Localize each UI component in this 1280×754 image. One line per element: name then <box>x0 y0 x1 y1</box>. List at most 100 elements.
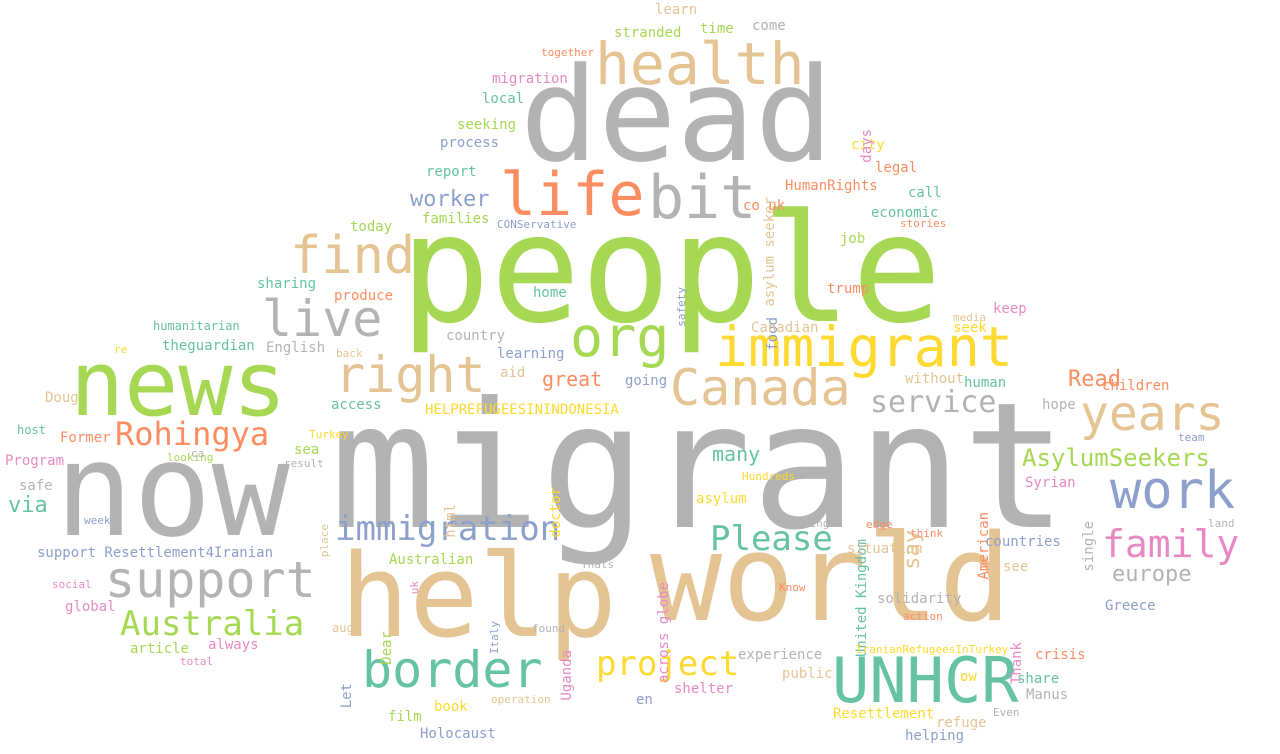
word-support-resettlement4iranian: support Resettlement4Iranian <box>37 545 274 561</box>
word-countries: countries <box>985 534 1061 550</box>
word-support: support <box>105 551 316 609</box>
word-now: now <box>55 414 290 566</box>
word-years: years <box>1080 386 1225 442</box>
word-english: English <box>266 340 326 356</box>
word-seeking: seeking <box>457 117 517 133</box>
word-read: Read <box>1068 367 1121 392</box>
word-find: find <box>290 226 416 286</box>
word-time: time <box>700 21 734 37</box>
word-immigration: immigration <box>335 509 561 549</box>
word-media: media <box>953 311 987 324</box>
word-global: global <box>65 599 116 615</box>
word-trump: trump <box>827 281 870 297</box>
word-italy: Italy <box>488 621 501 655</box>
word-access: access <box>331 397 382 413</box>
word-conservative: CONServative <box>497 218 577 231</box>
word-produce: produce <box>334 288 394 304</box>
word-migration: migration <box>492 71 568 87</box>
word-home: home <box>533 285 567 301</box>
word-edge: edge <box>866 518 893 531</box>
word-social: social <box>52 578 92 591</box>
word-place: place <box>318 524 331 558</box>
word-many: many <box>712 442 761 466</box>
word-life: life <box>500 160 645 230</box>
word-come: come <box>752 18 786 34</box>
word-re: re <box>114 343 128 356</box>
word-right: right <box>335 346 486 404</box>
word-help: help <box>340 530 617 664</box>
word-even: Even <box>993 706 1020 719</box>
word-always: always <box>208 637 259 653</box>
word-iranianrefugeesinturkey: IranianRefugeesInTurkey <box>856 643 1009 656</box>
word-children: children <box>1102 378 1170 394</box>
word-asylumseekers: AsylumSeekers <box>1022 444 1210 472</box>
word-experience: experience <box>738 647 823 663</box>
word-uganda: Uganda <box>559 650 575 701</box>
word-human: human <box>964 375 1007 391</box>
word-via: via <box>8 493 48 518</box>
word-share: share <box>1017 671 1060 687</box>
word-australia: Australia <box>120 604 305 644</box>
word-learn: learn <box>655 2 698 18</box>
word-uk: uk <box>408 581 421 595</box>
word-days: days <box>859 129 875 163</box>
word-immigrant: immigrant <box>715 315 1014 379</box>
word-world: world <box>650 510 1012 649</box>
word-co-uk: co uk <box>743 198 786 214</box>
word-greece: Greece <box>1105 598 1156 614</box>
word-worker: worker <box>410 187 490 212</box>
word-manus: Manus <box>1026 687 1069 703</box>
word-call: call <box>908 185 942 201</box>
word-let: Let <box>339 683 355 709</box>
word-canada: Canada <box>670 359 851 417</box>
word-refuge: refuge <box>936 715 987 731</box>
word-syrian: Syrian <box>1025 475 1076 491</box>
word-doctor: doctor <box>548 487 564 538</box>
word-local: local <box>482 91 525 107</box>
word-across-globe: across globe <box>656 582 672 684</box>
word-land: land <box>1208 517 1235 530</box>
word-safety: safety <box>675 287 688 327</box>
word-thats: Thats <box>581 558 615 571</box>
word-asylum: asylum <box>696 491 747 507</box>
word-seek: seek <box>953 320 987 336</box>
word-news: news <box>70 332 287 437</box>
word-service: service <box>870 385 997 420</box>
word-know: Know <box>779 581 806 594</box>
word-host: host <box>17 423 46 437</box>
word-ow: ow <box>960 669 977 685</box>
word-former: Former <box>60 430 111 446</box>
word-turkey: Turkey <box>309 428 349 441</box>
word-country: country <box>446 328 506 344</box>
word-week: week <box>84 514 111 527</box>
word-think: think <box>910 527 944 540</box>
word-team: team <box>1178 431 1205 444</box>
word-report: report <box>426 164 477 180</box>
word-families: families <box>422 211 490 227</box>
word-result: result <box>284 457 324 470</box>
word-without: without <box>905 371 965 387</box>
word-family: family <box>1102 522 1240 566</box>
word-single: single <box>1081 521 1097 572</box>
word-article: article <box>130 641 190 657</box>
word-humanrights: HumanRights <box>785 178 878 194</box>
word-process: process <box>440 135 500 151</box>
word-unhcr: UNHCR <box>832 644 1019 717</box>
word-solidarity: solidarity <box>877 591 962 607</box>
word-dead: dead <box>520 39 834 191</box>
word-safe: safe <box>19 478 53 494</box>
word-today: today <box>350 219 393 235</box>
word-great: great <box>542 367 603 391</box>
word-ca: ca <box>191 447 205 460</box>
word-resettlement: Resettlement <box>833 706 935 722</box>
word-project: project <box>596 644 740 684</box>
word-sharing: sharing <box>257 276 317 292</box>
word-health: health <box>595 30 805 98</box>
word-together: together <box>541 46 594 59</box>
word-dear: Dear <box>379 631 395 665</box>
word-people: people <box>400 183 942 357</box>
word-aug: aug <box>332 621 354 635</box>
word-found: found <box>532 622 566 635</box>
word-city: city <box>851 137 885 153</box>
